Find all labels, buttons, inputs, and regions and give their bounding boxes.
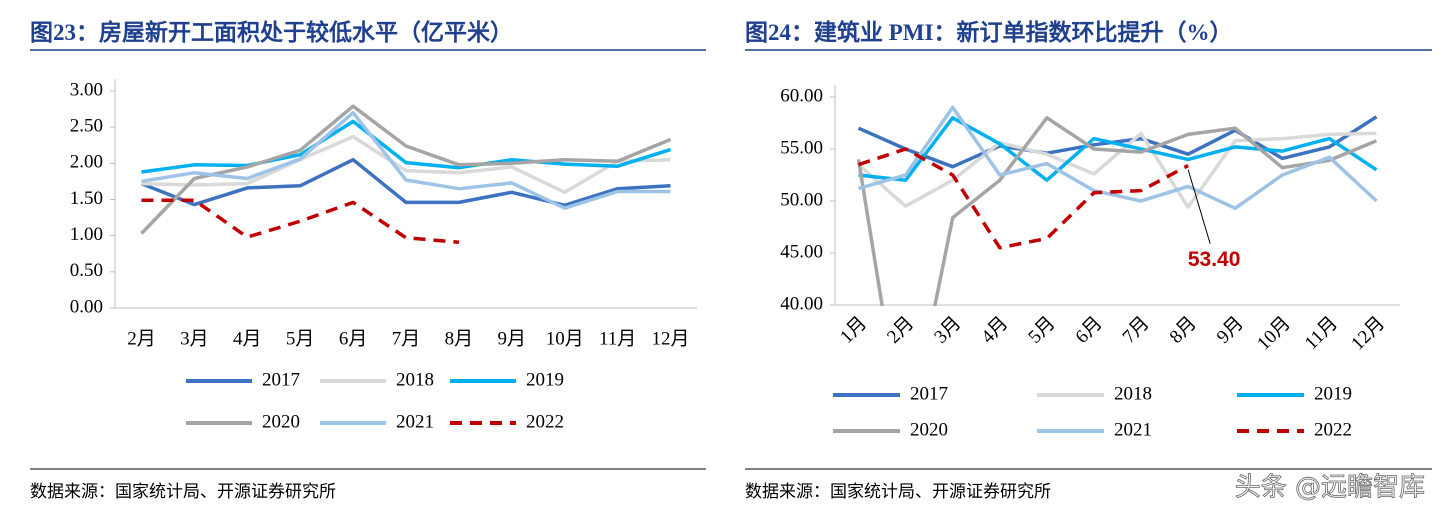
series-line: [858, 105, 1378, 211]
legend-label: 2020: [910, 419, 948, 440]
x-tick-label: 5月: [1024, 313, 1059, 348]
y-tick-label: 2.50: [70, 116, 103, 137]
plot-area: [140, 104, 672, 244]
y-tick-label: 3.00: [70, 79, 103, 100]
source: 数据来源：国家统计局、开源证券研究所: [30, 482, 336, 501]
legend-label: 2017: [910, 383, 948, 404]
x-tick-label: 5月: [286, 328, 315, 349]
series-line: [856, 116, 1378, 306]
x-tick-label: 3月: [930, 313, 965, 348]
x-tick-label: 7月: [1119, 313, 1154, 348]
y-tick-label: 50.00: [780, 189, 823, 210]
y-tick-label: 0.00: [70, 296, 103, 317]
y-tick-label: 40.00: [780, 293, 823, 314]
y-tick-label: 45.00: [780, 241, 823, 262]
series-line: [141, 119, 672, 174]
y-tick-label: 1.00: [70, 224, 103, 245]
x-tick-label: 7月: [392, 328, 421, 349]
y-tick-label: 1.50: [70, 188, 103, 209]
series-line: [858, 116, 1378, 182]
chart-title: 图23：房屋新开工面积处于较低水平（亿平米）: [30, 19, 513, 45]
legend-label: 2022: [526, 411, 564, 432]
series-line: [140, 157, 671, 208]
series-line: [141, 198, 460, 244]
series-line: [857, 115, 1378, 169]
x-tick-label: 4月: [233, 328, 262, 349]
x-tick-label: 8月: [445, 328, 474, 349]
x-tick-label: 11月: [1301, 313, 1342, 354]
x-tick-label: 2月: [883, 313, 918, 348]
legend-label: 2020: [262, 411, 300, 432]
y-tick-label: 60.00: [780, 85, 823, 106]
series-line: [140, 104, 672, 235]
legend-label: 2021: [396, 411, 434, 432]
x-tick-label: 6月: [339, 328, 368, 349]
y-tick-label: 55.00: [780, 137, 823, 158]
x-tick-label: 10月: [1253, 313, 1295, 355]
y-tick-label: 2.00: [70, 152, 103, 173]
x-tick-label: 2月: [127, 328, 156, 349]
x-tick-label: 8月: [1166, 313, 1201, 348]
legend-label: 2022: [1314, 419, 1352, 440]
x-tick-label: 4月: [977, 313, 1012, 348]
x-tick-label: 12月: [652, 328, 690, 349]
series-line: [857, 147, 1189, 250]
legend-label: 2019: [1314, 383, 1352, 404]
x-tick-label: 10月: [546, 328, 584, 349]
leader-line: [1187, 169, 1211, 244]
y-tick-label: 0.50: [70, 260, 103, 281]
x-tick-label: 11月: [599, 328, 636, 349]
x-tick-label: 9月: [498, 328, 527, 349]
x-tick-label: 12月: [1347, 313, 1389, 355]
series-line: [141, 110, 671, 210]
legend-label: 2018: [1114, 383, 1152, 404]
x-tick-label: 1月: [836, 313, 871, 348]
x-tick-label: 3月: [180, 328, 209, 349]
x-tick-label: 9月: [1213, 313, 1248, 348]
watermark: 头条 @远瞻智库: [1235, 473, 1425, 503]
x-tick-label: 6月: [1072, 313, 1107, 348]
legend-label: 2017: [262, 369, 300, 390]
chart-title: 图24：建筑业 PMI：新订单指数环比提升（%）: [745, 19, 1232, 45]
legend-label: 2018: [396, 369, 434, 390]
legend-label: 2019: [526, 369, 564, 390]
plot-area: [856, 105, 1378, 306]
data-label: 53.40: [1188, 248, 1241, 271]
source: 数据来源：国家统计局、开源证券研究所: [745, 482, 1051, 501]
legend-label: 2021: [1114, 419, 1152, 440]
series-line: [141, 134, 671, 195]
series-line: [857, 131, 1377, 209]
